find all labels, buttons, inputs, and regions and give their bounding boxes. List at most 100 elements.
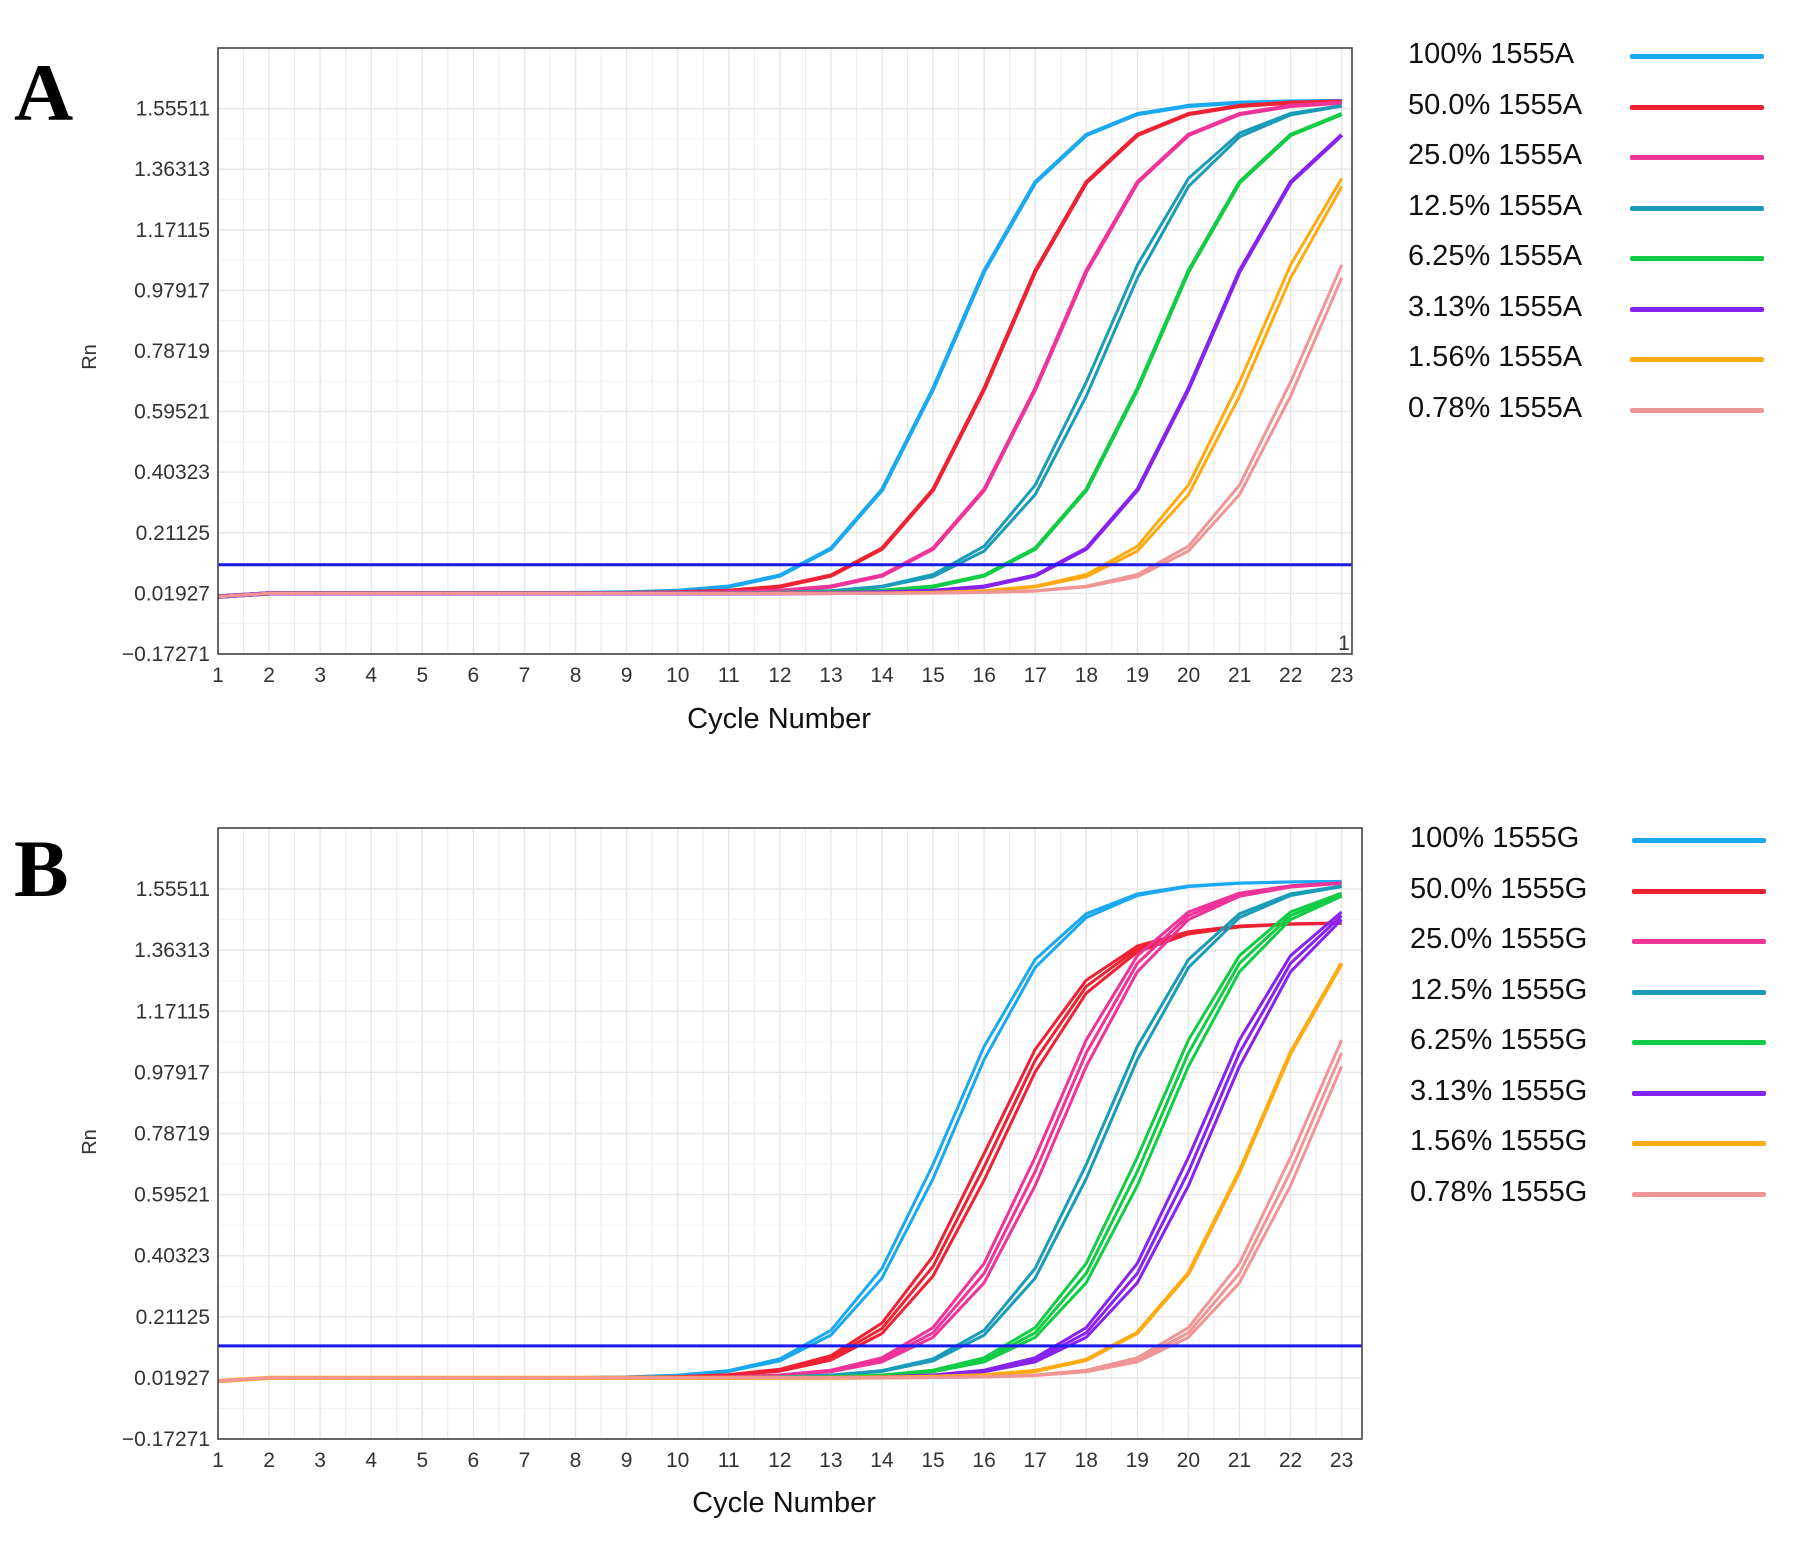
y-tick-label: 1.55511	[136, 878, 210, 901]
legend-swatch	[1630, 256, 1764, 261]
x-tick-label: 1	[212, 664, 224, 687]
x-tick-label: 14	[870, 1449, 894, 1472]
x-tick-label: 11	[718, 1449, 740, 1472]
legend-item: 12.5% 1555G	[1410, 974, 1793, 1025]
legend-label: 12.5% 1555A	[1408, 189, 1583, 222]
y-tick-label: 1.17115	[136, 1000, 210, 1023]
y-tick-label: 1.36313	[134, 939, 210, 962]
y-tick-label: 1.36313	[134, 158, 210, 181]
legend-label: 12.5% 1555G	[1410, 973, 1588, 1006]
legend-label: 3.13% 1555G	[1410, 1074, 1588, 1107]
x-tick-label: 4	[365, 664, 377, 687]
x-tick-label: 12	[768, 1449, 791, 1472]
legend-label: 25.0% 1555G	[1410, 923, 1588, 955]
x-tick-label: 3	[314, 1449, 326, 1472]
x-tick-label: 11	[718, 664, 740, 687]
legend-swatch	[1632, 838, 1766, 843]
x-tick-label: 10	[666, 664, 689, 687]
legend-swatch	[1630, 357, 1764, 362]
x-tick-label: 8	[570, 664, 582, 687]
x-tick-label: 23	[1330, 1449, 1353, 1472]
x-tick-label: 22	[1279, 1449, 1302, 1472]
x-tick-label: 1	[212, 1449, 224, 1472]
x-tick-label: 22	[1279, 664, 1302, 687]
legend-label: 100% 1555A	[1408, 38, 1575, 70]
y-tick-label: 0.40323	[134, 1245, 210, 1268]
x-tick-label: 9	[621, 1449, 633, 1472]
x-tick-label: 15	[921, 664, 944, 687]
legend-swatch	[1630, 104, 1764, 110]
legend-swatch	[1630, 54, 1764, 59]
y-axis-title: Rn	[79, 1129, 101, 1155]
y-tick-label: −0.17271	[122, 1428, 210, 1451]
x-tick-label: 20	[1177, 664, 1200, 687]
x-tick-label: 18	[1075, 1449, 1098, 1472]
y-tick-label: 0.21125	[136, 1306, 210, 1329]
legend-swatch	[1632, 888, 1766, 894]
legend-label: 50.0% 1555A	[1408, 88, 1583, 121]
legend-swatch	[1632, 939, 1766, 944]
legend-swatch	[1632, 1191, 1766, 1197]
legend-item: 25.0% 1555G	[1410, 923, 1793, 974]
legend-item: 1.56% 1555A	[1408, 341, 1793, 392]
x-tick-label: 6	[468, 664, 480, 687]
y-tick-label: 0.59521	[134, 401, 210, 424]
legend-item: 0.78% 1555A	[1408, 392, 1793, 443]
x-tick-label: 9	[621, 664, 633, 687]
x-tick-label: 13	[819, 664, 842, 687]
x-tick-label: 10	[666, 1449, 689, 1472]
legend-label: 3.13% 1555A	[1408, 290, 1583, 323]
legend-swatch	[1632, 1040, 1766, 1045]
x-tick-label: 6	[468, 1449, 480, 1472]
y-tick-label: 0.01927	[134, 582, 210, 605]
x-tick-label: 23	[1330, 664, 1353, 687]
legend-item: 6.25% 1555A	[1408, 240, 1793, 291]
legend-item: 25.0% 1555A	[1408, 139, 1793, 190]
x-tick-label: 14	[870, 664, 894, 687]
y-tick-label: 0.59521	[134, 1184, 210, 1207]
y-axis-title: Rn	[79, 344, 101, 370]
legend-b: 100% 1555G 50.0% 1555G 25.0% 1555G 12.5% 15…	[1410, 822, 1793, 1226]
legend-label: 50.0% 1555G	[1410, 872, 1588, 905]
x-tick-label: 2	[263, 1449, 275, 1472]
legend-item: 1.56% 1555G	[1410, 1125, 1793, 1176]
legend-item: 6.25% 1555G	[1410, 1024, 1793, 1075]
legend-label: 0.78% 1555A	[1408, 391, 1583, 424]
legend-swatch	[1630, 306, 1764, 312]
legend-swatch	[1632, 989, 1766, 995]
legend-label: 100% 1555G	[1410, 822, 1580, 854]
legend-a: 100% 1555A 50.0% 1555A 25.0% 1555A 12.5% 15…	[1408, 38, 1793, 442]
x-tick-label: 5	[416, 664, 428, 687]
x-tick-label: 21	[1228, 664, 1251, 687]
legend-label: 1.56% 1555G	[1410, 1125, 1588, 1157]
legend-item: 0.78% 1555G	[1410, 1176, 1793, 1227]
y-tick-label: 0.78719	[134, 340, 210, 363]
x-tick-label: 20	[1177, 1449, 1200, 1472]
y-tick-label: −0.17271	[122, 643, 210, 666]
x-tick-label: 5	[416, 1449, 428, 1472]
x-tick-label: 18	[1075, 664, 1098, 687]
legend-label: 25.0% 1555A	[1408, 139, 1583, 171]
legend-item: 12.5% 1555A	[1408, 190, 1793, 241]
legend-label: 0.78% 1555G	[1410, 1175, 1588, 1208]
x-tick-label: 12	[768, 664, 791, 687]
x-tick-label: 17	[1024, 664, 1047, 687]
x-tick-label: 2	[263, 664, 275, 687]
legend-swatch	[1630, 155, 1764, 160]
legend-swatch	[1630, 205, 1764, 211]
chart-b: 1.55511 1.36313 1.17115 0.97917 0.78719 0.595…	[79, 827, 1363, 1519]
x-tick-label: 17	[1023, 1449, 1046, 1472]
legend-item: 100% 1555G	[1410, 822, 1793, 873]
legend-label: 1.56% 1555A	[1408, 341, 1583, 373]
legend-item: 100% 1555A	[1408, 38, 1793, 89]
legend-label: 6.25% 1555G	[1410, 1024, 1588, 1056]
plot-frame	[217, 47, 1353, 655]
x-tick-label: 19	[1126, 664, 1149, 687]
y-tick-label: 0.40323	[134, 461, 210, 484]
y-tick-label: 1.17115	[136, 219, 210, 242]
x-axis-title: Cycle Number	[687, 703, 871, 735]
chart-a: 1.55511 1.36313 1.17115 0.97917 0.78719 0.595…	[79, 47, 1353, 735]
series-line	[217, 277, 1344, 599]
x-tick-label: 19	[1126, 1449, 1149, 1472]
y-tick-label: 0.97917	[134, 279, 210, 302]
